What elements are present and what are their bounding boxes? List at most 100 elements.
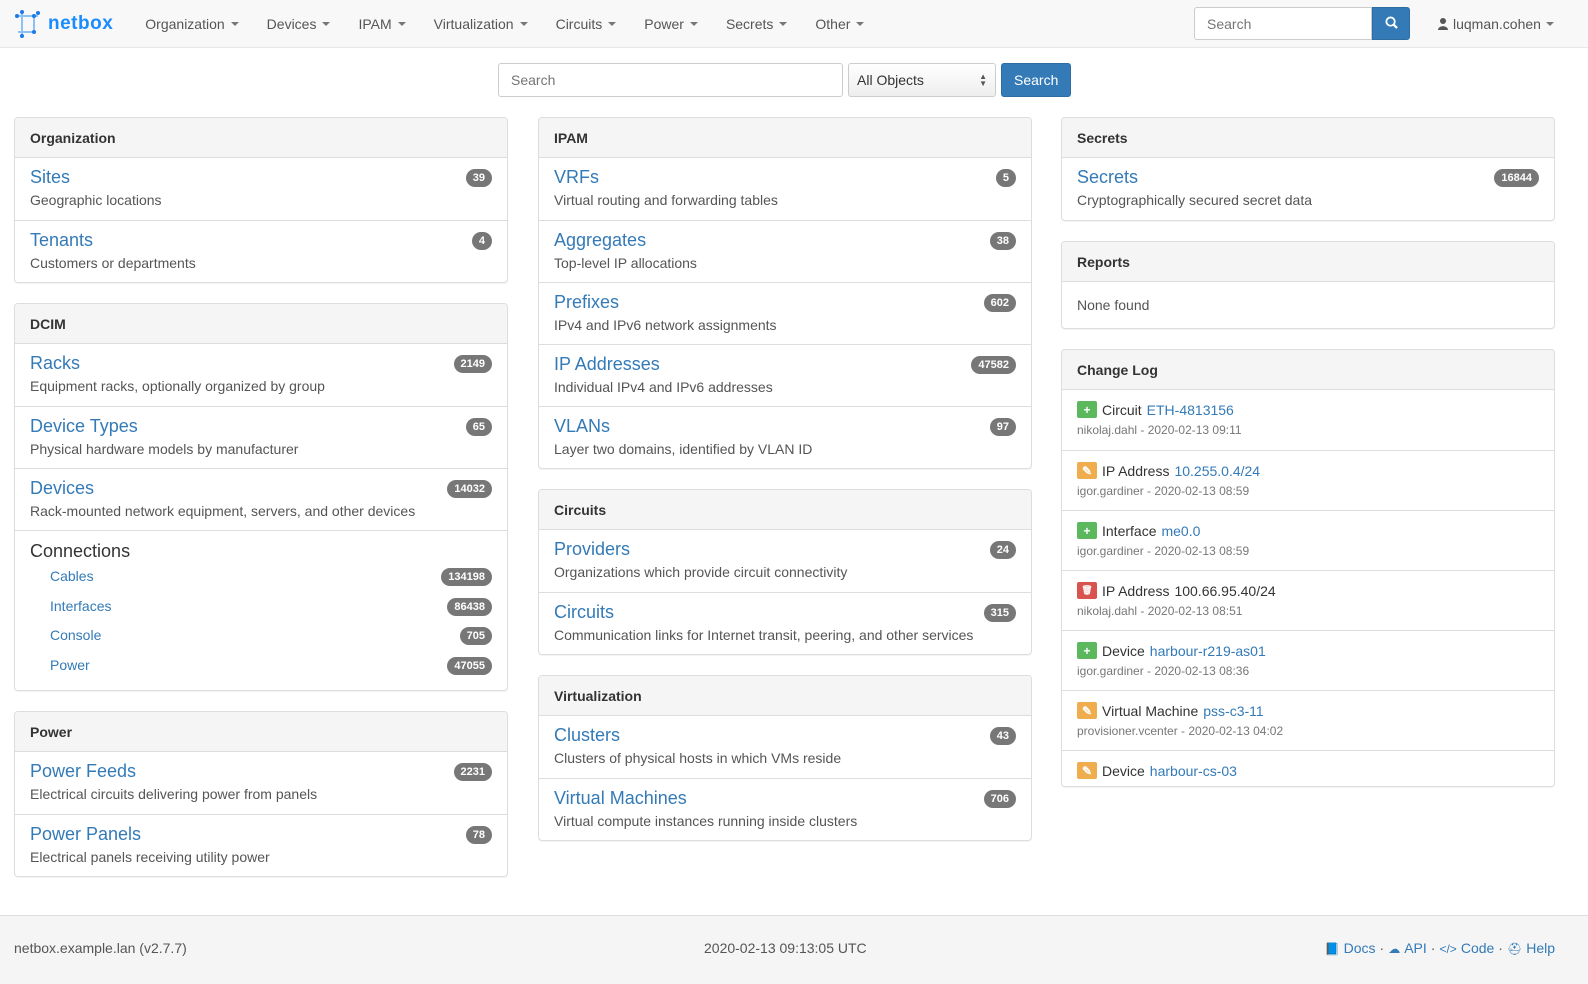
object-name[interactable]: harbour-cs-03 bbox=[1149, 762, 1237, 779]
caret-down-icon bbox=[608, 21, 617, 26]
list-item-power-panels: Power Panels Electrical panels receiving … bbox=[15, 814, 507, 876]
object-name[interactable]: harbour-r219-as01 bbox=[1149, 642, 1266, 659]
delete-icon: 🗑 bbox=[1077, 582, 1097, 599]
count-badge: 134198 bbox=[441, 568, 492, 586]
object-name[interactable]: ETH-4813156 bbox=[1146, 401, 1234, 418]
connection-item-cables: Cables 134198 bbox=[30, 566, 492, 596]
changelog-entry: ✎ IP Address 10.255.0.4/24 igor.gardiner - … bbox=[1062, 450, 1554, 510]
empty-message: None found bbox=[1077, 297, 1150, 313]
caret-down-icon bbox=[322, 21, 331, 26]
connection-link[interactable]: Console bbox=[50, 627, 102, 643]
count-badge: 43 bbox=[989, 727, 1016, 745]
search-button[interactable]: Search bbox=[1001, 63, 1072, 97]
nav-menu-power[interactable]: Power bbox=[630, 16, 712, 32]
nav-menu-virtualization[interactable]: Virtualization bbox=[420, 16, 542, 32]
search-scope-select[interactable]: All Objects ▲ ▼ bbox=[848, 63, 996, 97]
nav-menu-devices[interactable]: Devices bbox=[253, 16, 345, 32]
item-link[interactable]: VLANs bbox=[554, 416, 611, 436]
netbox-logo-icon bbox=[15, 9, 40, 38]
list-item-ip-addresses: IP Addresses Individual IPv4 and IPv6 add… bbox=[539, 344, 1031, 406]
nav-menu-label: Devices bbox=[266, 15, 317, 32]
nav-menu-ipam[interactable]: IPAM bbox=[344, 16, 419, 32]
item-link[interactable]: Power Panels bbox=[30, 824, 142, 844]
footer-link-label: API bbox=[1404, 940, 1427, 956]
item-link[interactable]: Devices bbox=[30, 478, 95, 498]
list-item-vlans: VLANs Layer two domains, identified by VL… bbox=[539, 406, 1031, 468]
footer-link-code[interactable]: </> Code bbox=[1439, 940, 1494, 956]
changelog-meta: provisioner.vcenter - 2020-02-13 04:02 bbox=[1077, 724, 1284, 738]
user-menu[interactable]: luqman.cohen bbox=[1438, 16, 1554, 32]
changelog-entry-title: + Interface me0.0 bbox=[1077, 522, 1539, 539]
separator-dot: · bbox=[1430, 940, 1436, 956]
book-icon: 📘 bbox=[1324, 942, 1340, 956]
item-link[interactable]: Circuits bbox=[554, 602, 615, 622]
item-description: Rack-mounted network equipment, servers,… bbox=[30, 503, 416, 519]
navbar-search-button[interactable] bbox=[1372, 7, 1410, 40]
item-link[interactable]: Aggregates bbox=[554, 230, 647, 250]
caret-down-icon bbox=[856, 21, 865, 26]
item-link[interactable]: Power Feeds bbox=[30, 761, 137, 781]
panel-heading: Virtualization bbox=[539, 676, 1031, 716]
column-middle: IPAM VRFs Virtual routing and forwarding t… bbox=[538, 117, 1032, 861]
item-link[interactable]: Providers bbox=[554, 539, 631, 559]
navbar-search-input[interactable] bbox=[1194, 7, 1372, 40]
panel-secrets: Secrets Secrets Cryptographically secured … bbox=[1061, 117, 1555, 221]
item-description: Electrical circuits delivering power fro… bbox=[30, 786, 318, 802]
nav-menu-label: Organization bbox=[145, 15, 225, 32]
footer-time: 2020-02-13 09:13:05 UTC bbox=[704, 940, 867, 956]
object-type: IP Address bbox=[1102, 582, 1170, 599]
changelog-entry-title: ✎ Virtual Machine pss-c3-11 bbox=[1077, 702, 1539, 719]
item-link[interactable]: Sites bbox=[30, 167, 71, 187]
caret-down-icon bbox=[1545, 22, 1554, 26]
item-description: Electrical panels receiving utility powe… bbox=[30, 849, 270, 865]
user-icon bbox=[1438, 18, 1448, 30]
list-item-virtual-machines: Virtual Machines Virtual compute instance… bbox=[539, 778, 1031, 840]
count-badge: 47582 bbox=[971, 356, 1016, 374]
item-description: Cryptographically secured secret data bbox=[1077, 192, 1313, 208]
search-input[interactable] bbox=[498, 63, 843, 97]
count-badge: 14032 bbox=[447, 480, 492, 498]
list-item-vrfs: VRFs Virtual routing and forwarding table… bbox=[539, 158, 1031, 220]
main-menu: Organization Devices IPAM Virtualization Cir… bbox=[131, 16, 878, 32]
item-description: Layer two domains, identified by VLAN ID bbox=[554, 441, 813, 457]
brand-name: netbox bbox=[48, 12, 114, 34]
object-name[interactable]: me0.0 bbox=[1161, 522, 1201, 539]
item-link[interactable]: Secrets bbox=[1077, 167, 1139, 187]
connection-link[interactable]: Power bbox=[50, 656, 90, 673]
search-icon bbox=[1384, 15, 1398, 29]
footer-link-api[interactable]: ☁ API bbox=[1388, 940, 1427, 956]
item-description: IPv4 and IPv6 network assignments bbox=[554, 317, 777, 333]
panel-heading: IPAM bbox=[539, 118, 1031, 158]
brand-logo[interactable]: netbox bbox=[14, 9, 114, 38]
item-description: Customers or departments bbox=[30, 255, 196, 271]
connection-link[interactable]: Interfaces bbox=[50, 597, 112, 614]
nav-menu-label: Virtualization bbox=[433, 15, 514, 32]
panel-body: VRFs Virtual routing and forwarding table… bbox=[539, 158, 1031, 468]
count-badge: 86438 bbox=[447, 597, 492, 616]
object-name[interactable]: pss-c3-11 bbox=[1203, 702, 1264, 719]
item-link[interactable]: Racks bbox=[30, 353, 81, 373]
item-link[interactable]: Device Types bbox=[30, 416, 138, 436]
nav-menu-secrets[interactable]: Secrets bbox=[712, 16, 801, 32]
item-link[interactable]: IP Addresses bbox=[554, 354, 660, 374]
item-link[interactable]: VRFs bbox=[554, 167, 599, 187]
nav-menu-circuits[interactable]: Circuits bbox=[542, 16, 631, 32]
item-link[interactable]: Clusters bbox=[554, 725, 621, 745]
footer-link-docs[interactable]: 📘 Docs bbox=[1325, 940, 1376, 956]
nav-menu-label: Power bbox=[644, 15, 684, 32]
item-link[interactable]: Prefixes bbox=[554, 292, 620, 312]
connection-link[interactable]: Cables bbox=[50, 568, 94, 584]
item-link[interactable]: Tenants bbox=[30, 230, 94, 250]
nav-menu-label: Other bbox=[815, 15, 851, 32]
item-link[interactable]: Virtual Machines bbox=[554, 788, 687, 808]
column-right: Secrets Secrets Cryptographically secured … bbox=[1061, 117, 1555, 807]
nav-menu-other[interactable]: Other bbox=[801, 16, 878, 32]
panel-body: Racks Equipment racks, optionally organiz… bbox=[15, 344, 507, 690]
changelog-entry: ✎ Virtual Machine pss-c3-11 provisioner.vce… bbox=[1062, 690, 1554, 750]
update-icon: ✎ bbox=[1077, 702, 1097, 719]
object-name[interactable]: 10.255.0.4/24 bbox=[1174, 462, 1261, 479]
separator-dot: · bbox=[1379, 940, 1385, 956]
footer-link-help[interactable]: ⛑ Help bbox=[1507, 940, 1555, 956]
list-item-racks: Racks Equipment racks, optionally organiz… bbox=[15, 344, 507, 406]
nav-menu-organization[interactable]: Organization bbox=[131, 16, 252, 32]
